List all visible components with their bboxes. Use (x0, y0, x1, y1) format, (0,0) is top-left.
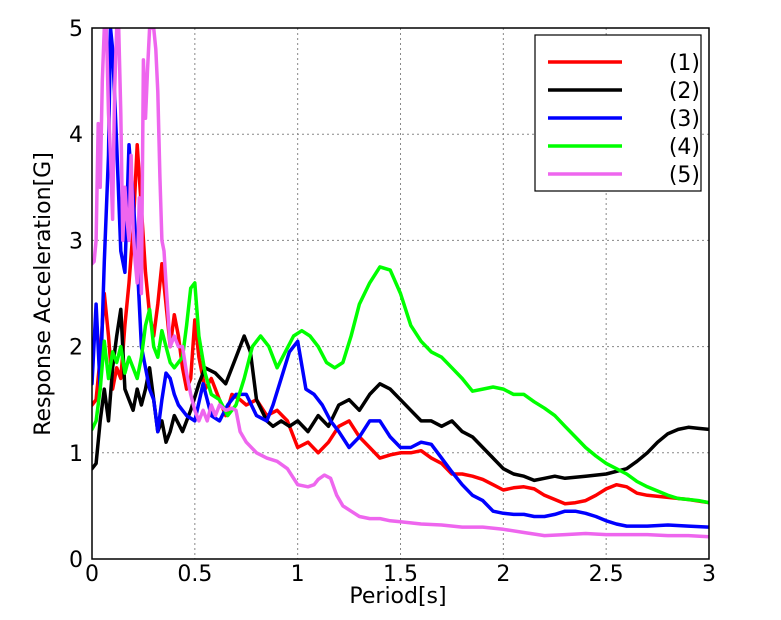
x-tick-label: 2.5 (589, 562, 624, 587)
y-tick-label: 5 (69, 17, 83, 42)
series-line-5 (92, 28, 709, 539)
series-group (92, 28, 709, 539)
x-tick-label: 0.5 (177, 562, 212, 587)
legend-label-5: (5) (669, 163, 700, 188)
legend: (1) (2) (3) (4) (5) (534, 34, 702, 192)
x-axis-label: Period[s] (349, 584, 446, 609)
series-line-4 (92, 265, 709, 505)
y-tick-label: 1 (69, 442, 83, 467)
series-line-2 (92, 307, 709, 483)
plot-frame (91, 27, 710, 560)
y-tick-label: 3 (69, 229, 83, 254)
tick-labels: 0 0.5 1 1.5 2 2.5 3 0 1 2 3 4 5 (69, 17, 716, 587)
y-tick-label: 0 (69, 548, 83, 573)
y-tick-label: 2 (69, 336, 83, 361)
legend-label-3: (3) (669, 107, 700, 132)
legend-label-1: (1) (669, 51, 700, 76)
x-tick-label: 2 (496, 562, 510, 587)
y-axis-label: Response Acceleration[G] (31, 152, 56, 436)
x-tick-label: 1 (291, 562, 305, 587)
x-tick-label: 0 (85, 562, 99, 587)
x-tick-label: 1.5 (383, 562, 418, 587)
legend-label-2: (2) (669, 79, 700, 104)
legend-label-4: (4) (669, 135, 700, 160)
y-tick-label: 4 (69, 123, 83, 148)
x-tick-label: 3 (702, 562, 716, 587)
series-line-3 (92, 28, 709, 529)
